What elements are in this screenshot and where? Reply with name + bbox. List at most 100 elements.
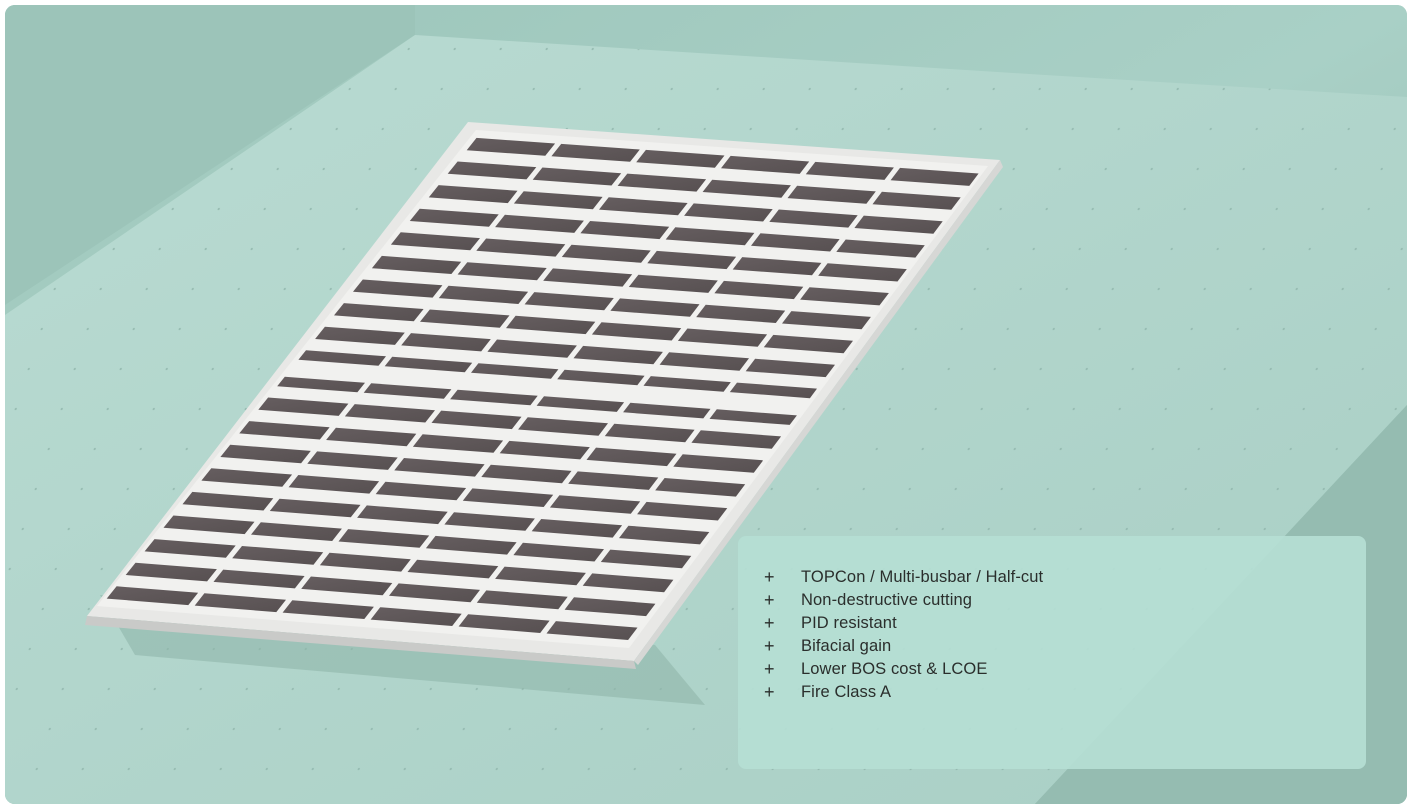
solar-cell: [447, 161, 537, 180]
feature-item: + Bifacial gain: [762, 635, 1342, 658]
feature-label: PID resistant: [801, 614, 897, 632]
solar-cell: [557, 369, 645, 386]
solar-cell: [363, 383, 452, 399]
plus-icon: +: [764, 636, 775, 656]
solar-cell: [353, 279, 443, 298]
solar-cell: [307, 451, 398, 470]
solar-cell: [677, 328, 768, 347]
solar-cell: [370, 607, 462, 626]
solar-cell: [125, 562, 217, 582]
solar-cell: [600, 549, 692, 569]
solar-cell: [673, 454, 764, 473]
solar-cell: [288, 475, 380, 494]
solar-cell: [357, 505, 448, 525]
solar-cell: [375, 481, 467, 501]
solar-cell: [428, 185, 518, 204]
solar-cell: [531, 519, 623, 538]
solar-cell: [487, 339, 577, 358]
solar-cell: [549, 495, 641, 514]
solar-cell: [599, 197, 688, 216]
solar-cell: [543, 268, 633, 287]
solar-cell: [258, 397, 349, 416]
solar-cell: [637, 501, 728, 521]
feature-label: Lower BOS cost & LCOE: [801, 660, 988, 678]
solar-cell: [568, 471, 659, 490]
feature-item: + PID resistant: [762, 612, 1342, 635]
solar-cell: [444, 512, 535, 531]
solar-cell: [800, 287, 889, 306]
solar-cell: [782, 311, 871, 330]
solar-cell: [471, 363, 559, 379]
solar-cell: [407, 559, 499, 579]
solar-cell: [282, 600, 374, 619]
solar-cell: [106, 586, 199, 606]
solar-cell: [836, 239, 925, 258]
plus-icon: +: [764, 682, 775, 702]
plus-icon: +: [764, 613, 775, 633]
solar-cell: [586, 447, 677, 467]
solar-cell: [536, 396, 625, 412]
solar-cell: [232, 546, 324, 565]
solar-cell: [144, 539, 236, 558]
features-card: + TOPCon / Multi-busbar / Half-cut + Non…: [738, 536, 1366, 769]
solar-cell: [409, 208, 499, 227]
solar-cell: [458, 614, 550, 633]
solar-cell: [495, 214, 584, 233]
solar-cell: [182, 491, 274, 511]
solar-cell: [732, 257, 822, 276]
solar-cell: [301, 576, 393, 596]
solar-cell: [384, 356, 473, 373]
solar-cell: [518, 417, 608, 436]
solar-cell-grid: [106, 137, 979, 640]
solar-cell: [495, 566, 586, 586]
solar-cell: [412, 434, 504, 453]
solar-cell: [394, 458, 485, 477]
solar-cell: [481, 464, 572, 484]
solar-cell: [390, 232, 480, 251]
solar-cell: [425, 535, 517, 555]
solar-cell: [239, 421, 330, 440]
solar-cell: [546, 621, 638, 640]
solar-cell: [805, 161, 894, 180]
hero-banner: + TOPCon / Multi-busbar / Half-cut + Non…: [5, 5, 1407, 804]
solar-cell: [551, 143, 640, 162]
solar-cell: [564, 597, 656, 617]
solar-cell: [628, 274, 718, 293]
solar-cell: [818, 263, 907, 282]
solar-cell: [457, 262, 547, 281]
solar-cell: [854, 215, 943, 234]
solar-cell: [582, 573, 674, 593]
feature-item: + TOPCon / Multi-busbar / Half-cut: [762, 566, 1342, 589]
solar-cell: [476, 238, 566, 257]
solar-cell: [604, 423, 695, 443]
feature-item: + Non-destructive cutting: [762, 589, 1342, 612]
solar-cell: [319, 552, 411, 572]
solar-cell: [401, 333, 491, 352]
solar-cell: [561, 244, 651, 263]
solar-cell: [610, 298, 700, 317]
solar-cell: [691, 430, 782, 449]
solar-cell: [389, 583, 480, 603]
plus-icon: +: [764, 590, 775, 610]
solar-cell: [524, 292, 614, 311]
feature-label: Bifacial gain: [801, 637, 892, 655]
solar-cell: [787, 185, 876, 204]
feature-label: Fire Class A: [801, 683, 892, 701]
feature-label: Non-destructive cutting: [801, 591, 973, 609]
solar-cell: [659, 352, 749, 371]
solar-cell: [580, 221, 670, 240]
solar-cell: [269, 498, 361, 518]
solar-cell: [665, 227, 755, 246]
solar-cell: [438, 285, 529, 304]
solar-cell: [763, 334, 853, 354]
solar-cell: [636, 149, 725, 168]
feature-item: + Fire Class A: [762, 681, 1342, 704]
solar-cell: [647, 250, 737, 270]
solar-cell: [326, 427, 417, 447]
solar-cell: [591, 322, 682, 341]
solar-cell: [476, 590, 568, 610]
plus-icon: +: [764, 659, 775, 679]
solar-cell: [751, 233, 840, 252]
solar-cell: [714, 280, 804, 300]
solar-cell: [721, 155, 810, 174]
